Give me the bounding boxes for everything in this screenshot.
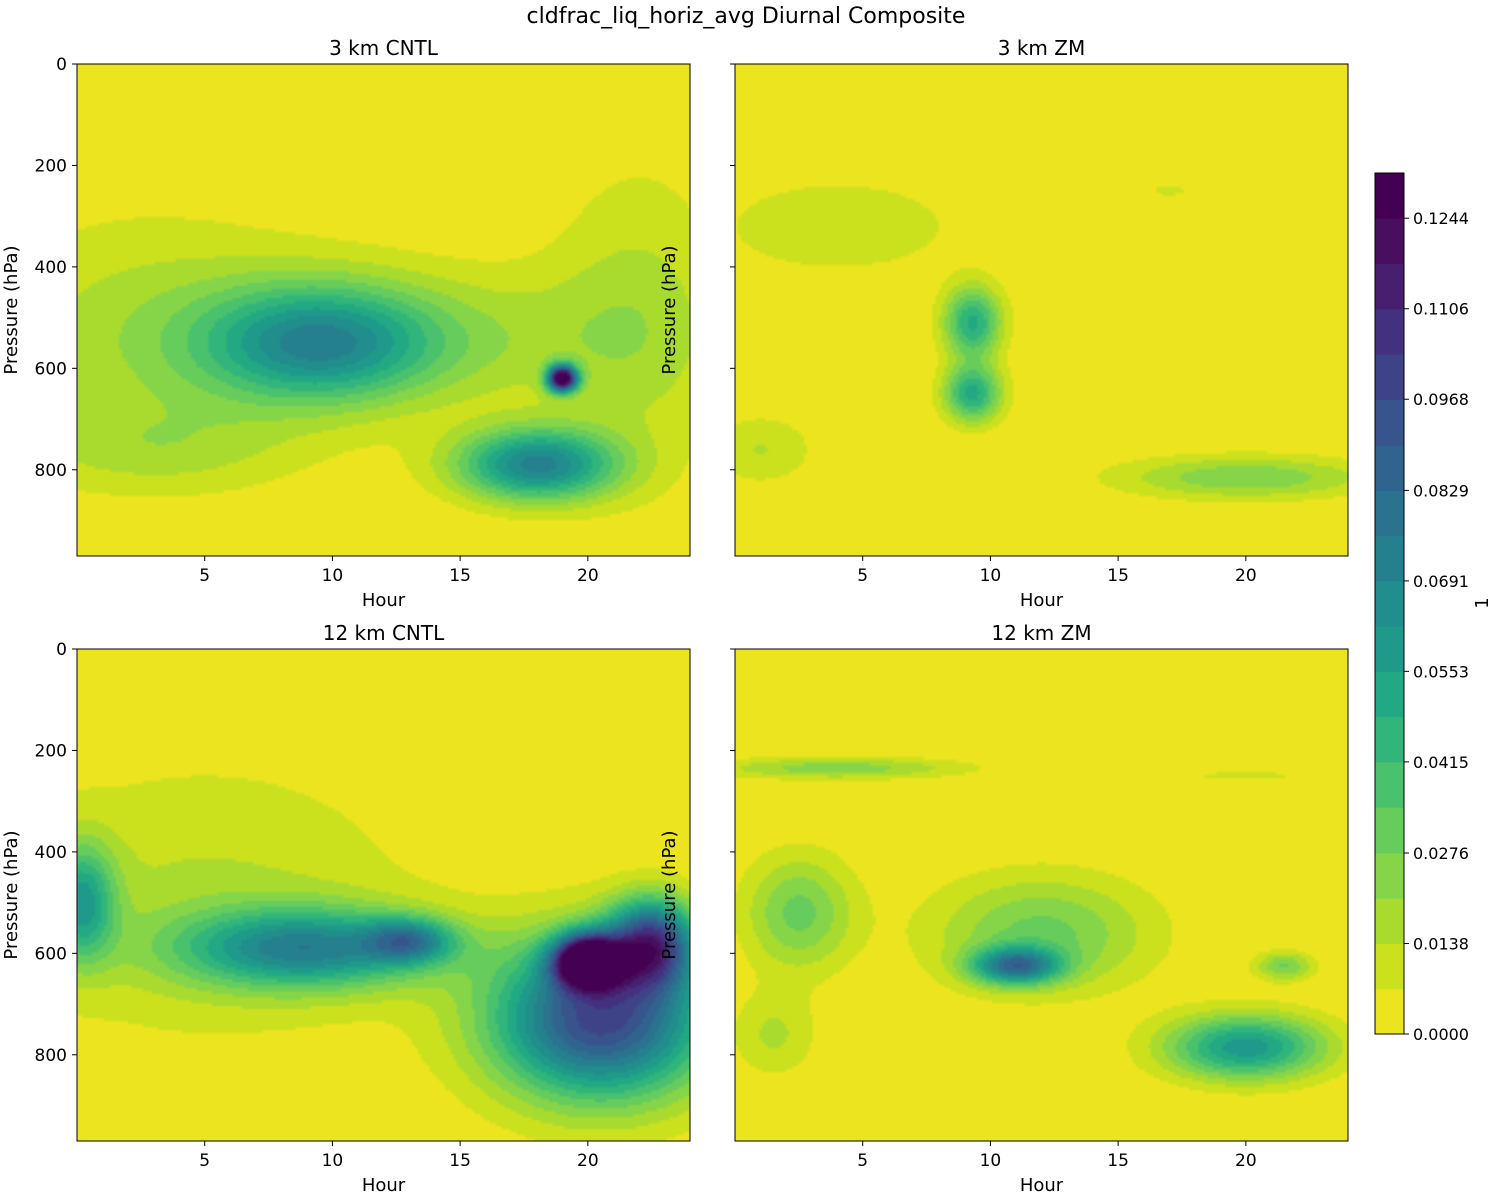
- colorbar-tick-label: 0.1106: [1413, 300, 1469, 319]
- y-axis-label: Pressure (hPa): [1, 830, 22, 959]
- colorbar-tick-label: 0.0968: [1413, 390, 1469, 409]
- x-tick-label: 5: [857, 566, 868, 586]
- panel-4: 12 km ZM 5 10 15 20 Hour Pressure (hPa): [659, 621, 1349, 1196]
- panel-title: 3 km ZM: [998, 36, 1085, 60]
- x-tick-label: 5: [857, 1151, 868, 1171]
- axes-frame: [76, 63, 691, 557]
- panel-title: 3 km CNTL: [329, 36, 439, 60]
- panel-title: 12 km ZM: [991, 621, 1091, 645]
- x-tick-label: 20: [1235, 1151, 1257, 1171]
- colorbar-segment: [1375, 898, 1404, 945]
- colorbar-segment: [1375, 943, 1404, 990]
- x-tick-label: 20: [577, 566, 599, 586]
- colorbar-tick-label: 0.0000: [1413, 1025, 1469, 1044]
- colorbar-segment: [1375, 218, 1404, 264]
- colorbar-frame: [1374, 172, 1405, 1035]
- x-tick-label: 15: [1107, 566, 1129, 586]
- x-tick-label: 10: [322, 1151, 344, 1171]
- colorbar-segment: [1375, 535, 1404, 582]
- x-tick-label: 10: [980, 1151, 1002, 1171]
- colorbar-tick-label: 0.0553: [1413, 662, 1469, 681]
- y-tick-label: 200: [35, 156, 67, 176]
- x-axis-label: Hour: [362, 1175, 406, 1196]
- x-tick-label: 10: [980, 566, 1002, 586]
- x-tick-label: 20: [577, 1151, 599, 1171]
- x-tick-label: 5: [199, 1151, 210, 1171]
- colorbar-segment: [1375, 716, 1404, 763]
- y-tick-label: 200: [35, 741, 67, 761]
- x-axis-label: Hour: [362, 590, 406, 611]
- x-tick-label: 10: [322, 566, 344, 586]
- panel-2: 3 km ZM 5 10 15 20 Hour Pressure (hPa): [659, 36, 1349, 611]
- colorbar-tick-label: 0.1244: [1413, 209, 1469, 228]
- y-axis-label: Pressure (hPa): [659, 245, 680, 374]
- x-axis-label: Hour: [1020, 590, 1064, 611]
- y-tick-label: 800: [35, 1046, 67, 1066]
- colorbar-segment: [1375, 263, 1404, 310]
- panel-3: 12 km CNTL 5 10 15 20 Hour 0 200 400 600 800 Pressu…: [1, 621, 691, 1196]
- colorbar-tick-label: 0.0691: [1413, 572, 1469, 591]
- colorbar-segment: [1375, 671, 1404, 718]
- colorbar-tick-label: 0.0138: [1413, 935, 1469, 954]
- x-tick-label: 15: [449, 566, 471, 586]
- colorbar-segment: [1375, 445, 1404, 491]
- colorbar-segment: [1375, 173, 1404, 219]
- x-tick-label: 20: [1235, 566, 1257, 586]
- colorbar-tick-label: 0.0415: [1413, 753, 1469, 772]
- y-tick-label: 600: [35, 944, 67, 964]
- y-tick-label: 0: [56, 55, 67, 75]
- colorbar-segment: [1375, 807, 1404, 854]
- colorbar-segment: [1375, 399, 1404, 446]
- y-tick-label: 0: [56, 640, 67, 660]
- x-tick-label: 15: [449, 1151, 471, 1171]
- y-tick-label: 400: [35, 843, 67, 863]
- colorbar-segment: [1375, 353, 1404, 400]
- colorbar-segment: [1375, 580, 1404, 627]
- x-tick-label: 15: [1107, 1151, 1129, 1171]
- y-axis-label: Pressure (hPa): [1, 245, 22, 374]
- colorbar-segment: [1375, 490, 1404, 537]
- colorbar-segment: [1375, 853, 1404, 899]
- y-tick-label: 600: [35, 359, 67, 379]
- axes-frame: [76, 648, 691, 1142]
- panel-1: 3 km CNTL 5 10 15 20 Hour 0 200 400 600 800 Pressur…: [1, 36, 691, 611]
- axes-frame: [734, 63, 1349, 557]
- figure-title: cldfrac_liq_horiz_avg Diurnal Composite: [527, 4, 966, 29]
- heatmap-field: [735, 649, 1348, 1141]
- colorbar-segment: [1375, 988, 1404, 1035]
- colorbar-label: 1: [1472, 597, 1493, 608]
- heatmap-field: [77, 649, 690, 1141]
- x-tick-label: 5: [199, 566, 210, 586]
- colorbar-segment: [1375, 761, 1404, 808]
- heatmap-field: [735, 64, 1348, 556]
- y-axis-label: Pressure (hPa): [659, 830, 680, 959]
- axes-frame: [734, 648, 1349, 1142]
- x-axis-label: Hour: [1020, 1175, 1064, 1196]
- colorbar-segment: [1375, 308, 1404, 355]
- colorbar-segment: [1375, 626, 1404, 672]
- colorbar: 0.0000 0.0138 0.0276 0.0415 0.0553 0.0691 0.08…: [1374, 172, 1493, 1044]
- panel-title: 12 km CNTL: [323, 621, 445, 645]
- heatmap-field: [77, 64, 690, 556]
- y-tick-label: 800: [35, 461, 67, 481]
- y-tick-label: 400: [35, 258, 67, 278]
- colorbar-tick-label: 0.0276: [1413, 844, 1469, 863]
- colorbar-tick-label: 0.0829: [1413, 481, 1469, 500]
